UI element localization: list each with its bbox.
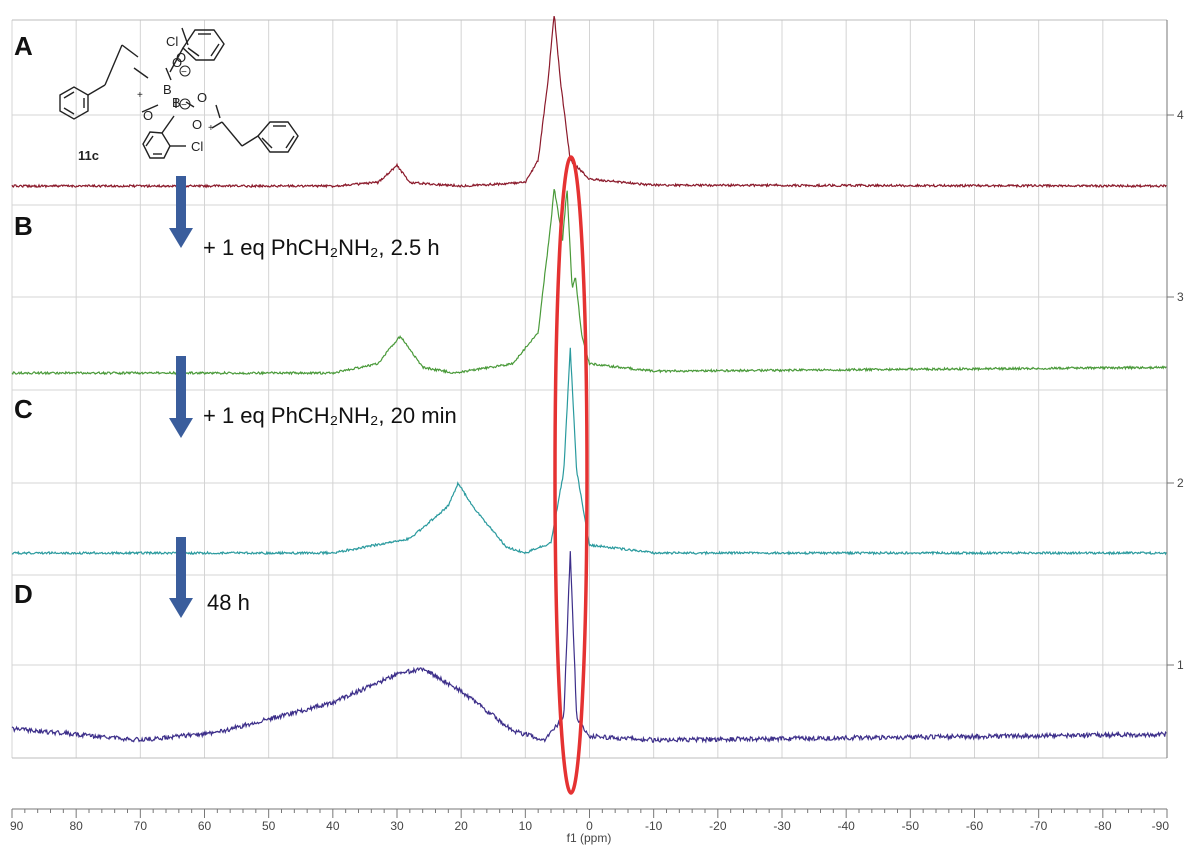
right-tick-label: 1: [1177, 658, 1184, 672]
x-tick-label: 80: [69, 819, 83, 833]
plot-frame: [12, 19, 1168, 759]
x-axis-ticks: [11, 808, 1168, 818]
spectrum-D: [11, 551, 1167, 744]
atom-label: Cl: [191, 139, 203, 154]
charge-label: −: [181, 67, 187, 78]
atom-label: O: [192, 117, 202, 132]
condition-label: 48 h: [207, 590, 250, 615]
charge-label: +: [137, 90, 143, 101]
panel-letter-D: D: [14, 579, 33, 609]
x-tick-label: 60: [198, 819, 212, 833]
arrows: [169, 176, 193, 618]
spectrum-C: [11, 347, 1167, 556]
x-axis-tick-labels: 90 80 70 60 50 40 30 20 10 0 -10 -20 -30 -40 -50 -60 -70…: [10, 819, 1169, 833]
spectrum-A: [11, 15, 1167, 189]
x-tick-label: -50: [902, 819, 920, 833]
arrow-head: [169, 598, 193, 618]
x-tick-label: 20: [454, 819, 468, 833]
highlight-ellipse: [553, 155, 589, 795]
right-tick-label: 4: [1177, 108, 1184, 122]
right-tick-label: 3: [1177, 290, 1184, 304]
atom-label: O: [197, 90, 207, 105]
panel-letter-A: A: [14, 31, 33, 61]
x-tick-label: -10: [645, 819, 663, 833]
x-tick-label: -20: [709, 819, 727, 833]
arrow-head: [169, 418, 193, 438]
arrow-shaft: [176, 356, 186, 420]
x-tick-label: 0: [586, 819, 593, 833]
atom-label: O: [176, 50, 186, 65]
atom-label: B: [163, 82, 172, 97]
panel-letter-C: C: [14, 394, 33, 424]
panel-letters: A B C D: [14, 31, 33, 609]
chemical-structure: [59, 27, 299, 159]
plot-grid: [11, 20, 1168, 758]
x-tick-label: 50: [262, 819, 276, 833]
atom-label: Cl: [166, 34, 178, 49]
x-tick-label: 40: [326, 819, 340, 833]
charge-label: −: [181, 100, 187, 111]
atom-label: O: [172, 55, 182, 70]
right-tick-label: 2: [1177, 476, 1184, 490]
arrow-head: [169, 228, 193, 248]
x-tick-label: -90: [1152, 819, 1170, 833]
x-tick-label: 30: [390, 819, 404, 833]
compound-label: 11c: [78, 148, 99, 163]
arrow-shaft: [176, 537, 186, 600]
x-tick-label: 70: [134, 819, 148, 833]
arrow-shaft: [176, 176, 186, 230]
x-tick-label: -40: [837, 819, 855, 833]
conditions: + 1 eq PhCH₂NH₂, 2.5 h + 1 eq PhCH₂NH₂, 2…: [203, 235, 457, 615]
x-tick-label: -60: [966, 819, 984, 833]
x-tick-label: -70: [1030, 819, 1048, 833]
spectra: [11, 15, 1167, 744]
condition-label: + 1 eq PhCH₂NH₂, 2.5 h: [203, 235, 440, 260]
spectrum-B: [11, 189, 1167, 376]
atom-label: O: [143, 108, 153, 123]
condition-label: + 1 eq PhCH₂NH₂, 20 min: [203, 403, 457, 428]
x-axis-label: f1 (ppm): [567, 831, 612, 845]
right-axis-ticks: 4 3 2 1: [1167, 108, 1184, 672]
x-tick-label: 10: [519, 819, 533, 833]
charge-label: +: [208, 123, 214, 134]
panel-letter-B: B: [14, 211, 33, 241]
atom-label: B: [172, 95, 181, 110]
x-tick-label: -80: [1094, 819, 1112, 833]
x-tick-label: 90: [10, 819, 24, 833]
x-tick-label: -30: [773, 819, 791, 833]
